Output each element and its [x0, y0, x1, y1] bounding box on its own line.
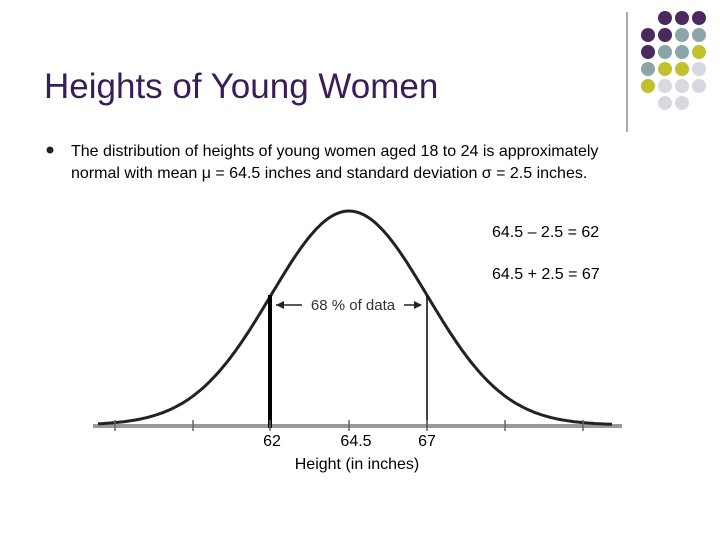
bullet-text: The distribution of heights of young wom… — [71, 143, 598, 160]
dot — [692, 79, 706, 93]
normal-figure: 68 % of data 62 64.5 67 Height (in inche… — [93, 209, 622, 473]
dot — [641, 62, 655, 76]
slide-title: Heights of Young Women — [44, 67, 438, 106]
arrowhead — [276, 301, 284, 309]
dot — [675, 11, 689, 25]
dot — [675, 62, 689, 76]
dot — [641, 79, 655, 93]
dot — [658, 62, 672, 76]
dot — [658, 45, 672, 59]
dot — [658, 28, 672, 42]
dot — [692, 45, 706, 59]
bullet-dot — [46, 146, 54, 154]
dot — [692, 11, 706, 25]
tick-label: 62 — [263, 433, 281, 450]
axis-label: Height (in inches) — [295, 456, 420, 473]
dot — [675, 96, 689, 110]
tick-label: 64.5 — [340, 433, 371, 450]
dot — [675, 28, 689, 42]
equation: 64.5 – 2.5 = 62 — [492, 224, 599, 241]
tick-label: 67 — [418, 433, 436, 450]
dot — [675, 45, 689, 59]
arrowhead — [414, 301, 422, 309]
dot-grid — [641, 11, 706, 110]
equation: 64.5 + 2.5 = 67 — [492, 266, 600, 283]
dot — [641, 28, 655, 42]
dot — [658, 96, 672, 110]
bullet-text: normal with mean μ = 64.5 inches and sta… — [71, 165, 587, 182]
region-label: 68 % of data — [311, 297, 396, 314]
dot — [692, 28, 706, 42]
dot — [658, 11, 672, 25]
dot — [658, 79, 672, 93]
normal-curve — [97, 209, 613, 426]
dot — [641, 45, 655, 59]
dot — [692, 62, 706, 76]
dot — [675, 79, 689, 93]
